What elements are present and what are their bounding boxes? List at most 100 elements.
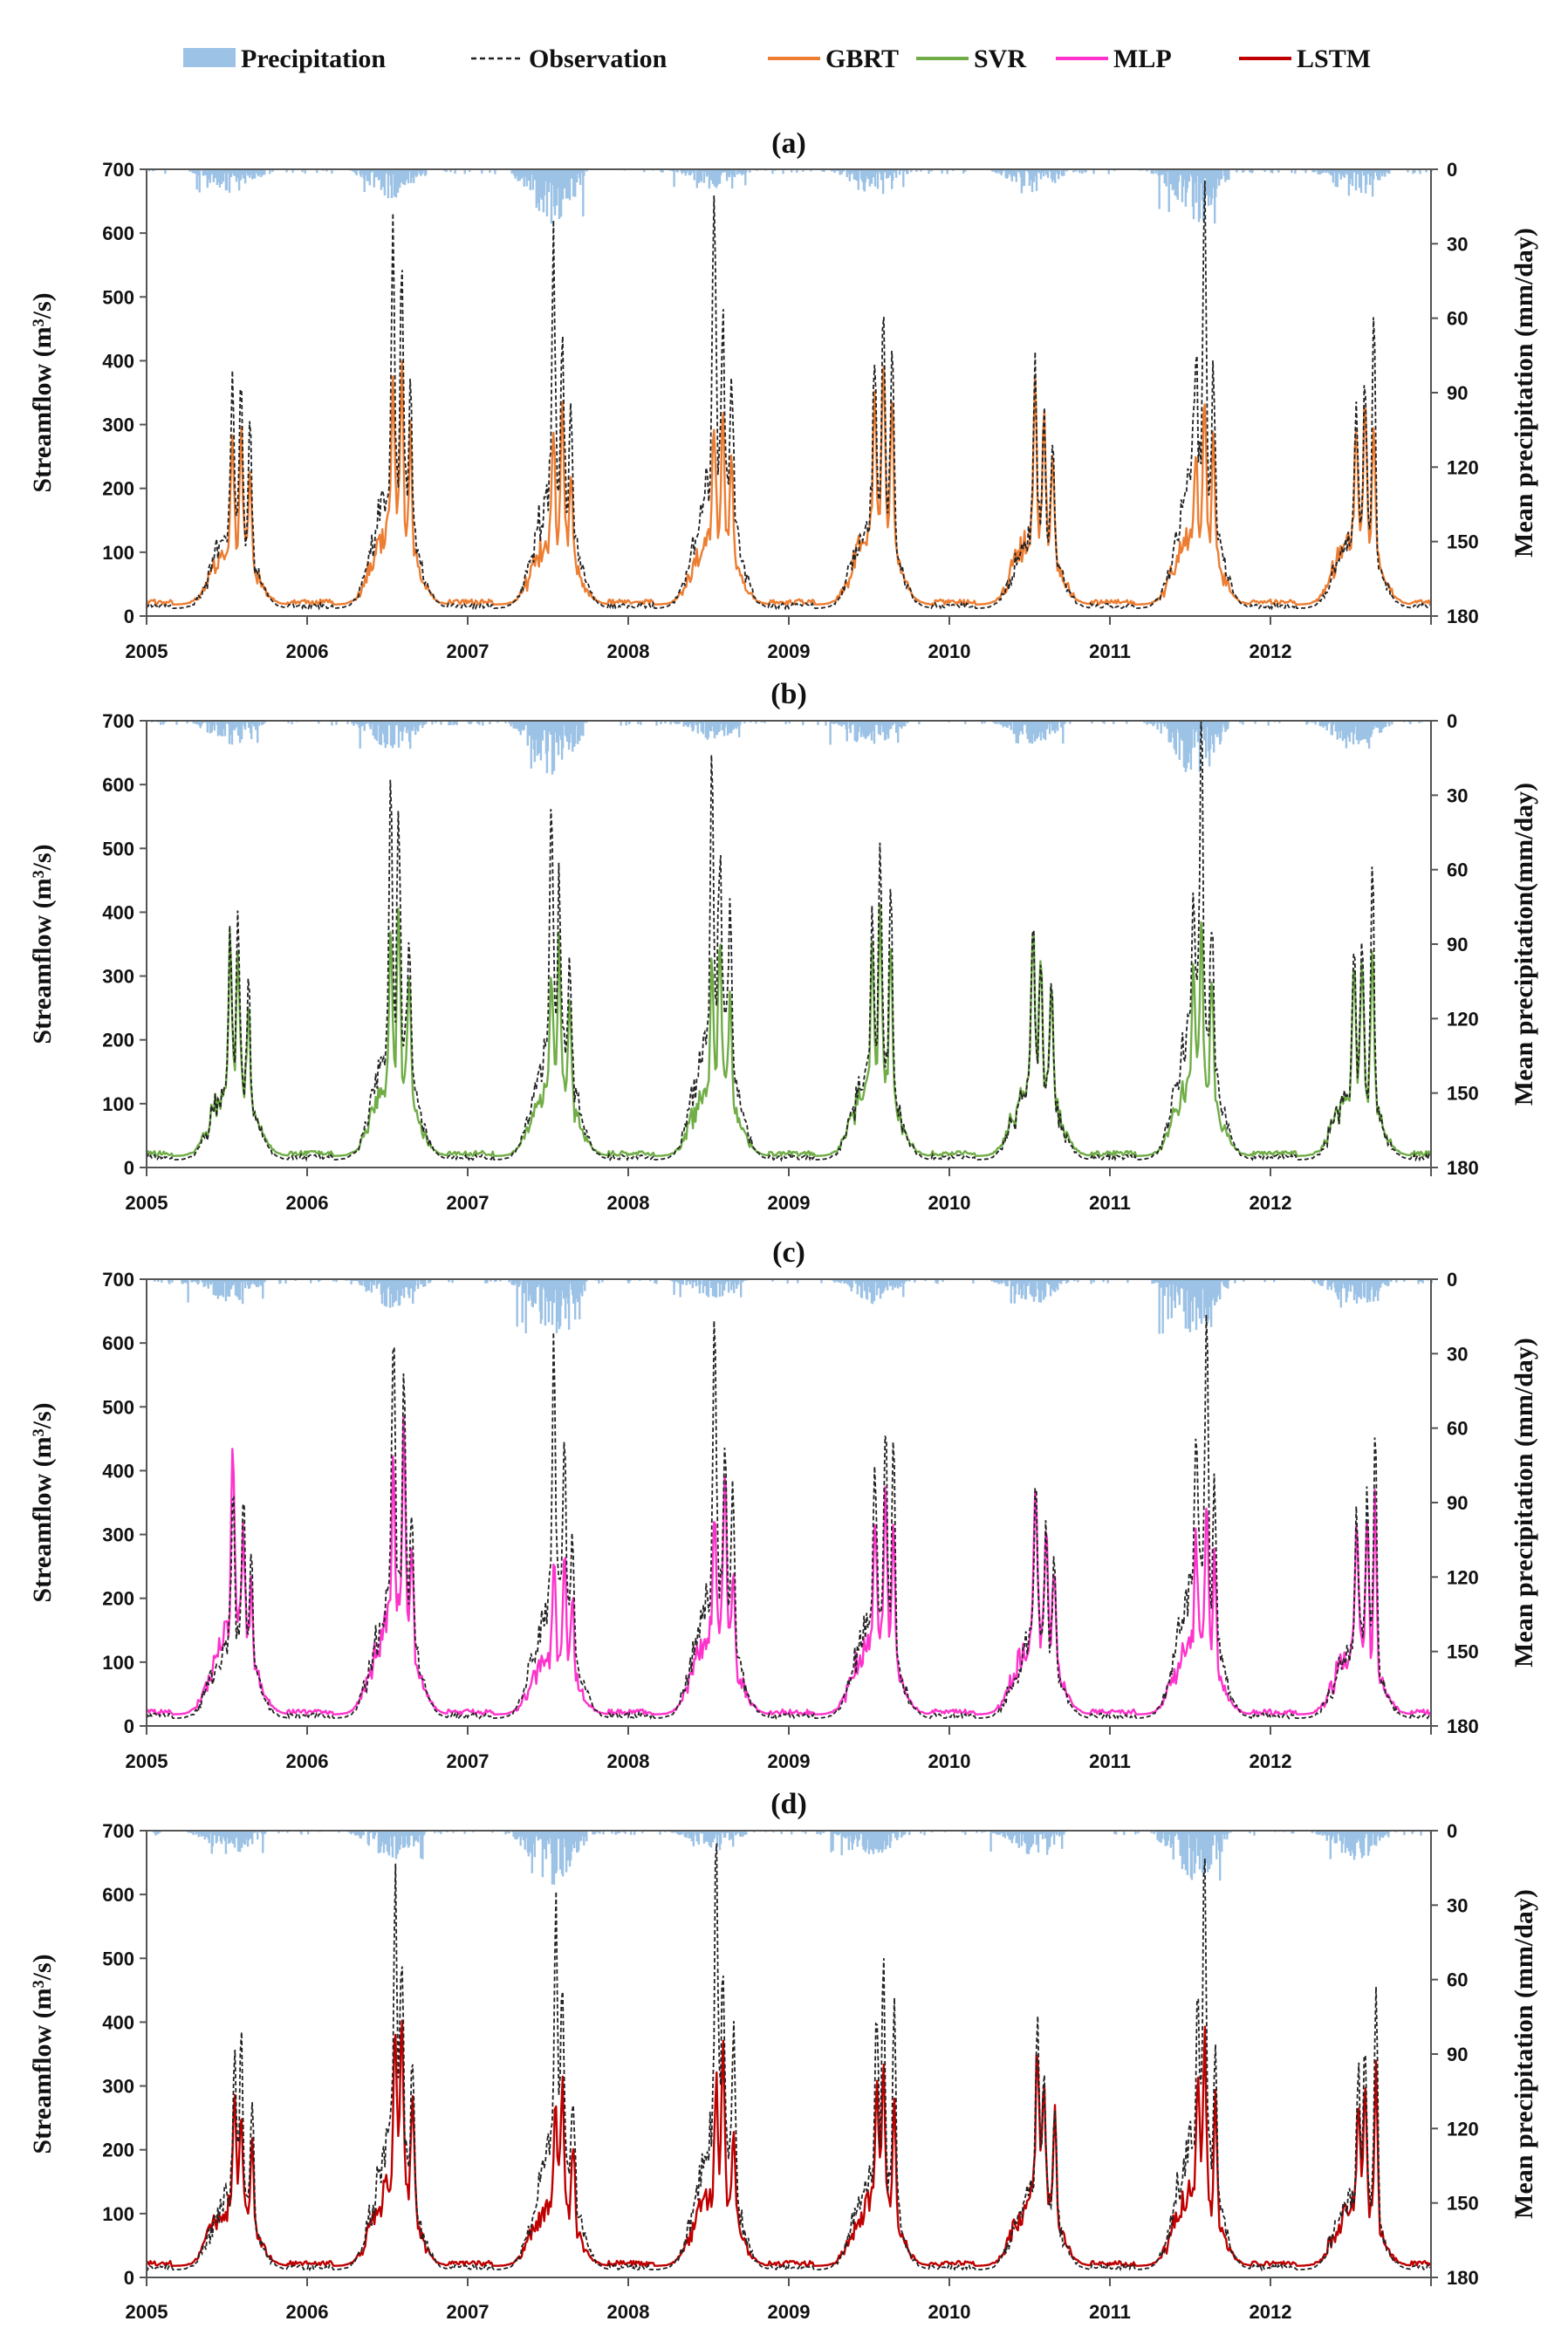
precipitation-bar [1278, 721, 1281, 723]
y2-tick-label: 30 [1447, 233, 1468, 255]
precipitation-bar [381, 1279, 385, 1293]
precipitation-bar [707, 721, 710, 738]
precipitation-bar [1361, 721, 1365, 739]
precipitation-bar [559, 1279, 563, 1306]
precipitation-bar [740, 1279, 743, 1298]
precipitation-bar [1390, 1279, 1393, 1283]
precipitation-bar [731, 169, 734, 188]
precipitation-bar [1154, 721, 1156, 724]
precipitation-bar [171, 1279, 174, 1283]
precipitation-bar [1191, 1279, 1195, 1322]
y-tick-label: 200 [102, 2140, 134, 2161]
precipitation-bar [1322, 169, 1325, 173]
x-tick-label: 2006 [286, 1750, 329, 1772]
precipitation-bar [1032, 1279, 1036, 1302]
precipitation-bar [385, 1279, 388, 1307]
precipitation-bar [1026, 1279, 1030, 1286]
precipitation-bar [574, 169, 577, 197]
precipitation-bar [1198, 721, 1202, 772]
precipitation-bar [262, 1831, 264, 1853]
x-tick-label: 2011 [1089, 1750, 1131, 1772]
precipitation-bar [202, 169, 205, 176]
precipitation-bar [1072, 169, 1075, 173]
precipitation-bar [534, 1279, 537, 1305]
precipitation-bar [536, 721, 538, 757]
precipitation-bar [506, 1831, 509, 1833]
precipitation-bar [729, 1831, 732, 1839]
precipitation-bar [1017, 1831, 1020, 1848]
precipitation-bar [1164, 1831, 1167, 1846]
y-tick-label: 200 [102, 478, 134, 500]
precipitation-bar [1353, 1279, 1357, 1295]
precipitation-bar [1170, 721, 1173, 733]
precipitation-bar [513, 1279, 516, 1285]
precipitation-bar [574, 721, 577, 744]
precipitation-bar [1170, 1279, 1173, 1318]
precipitation-bar [880, 169, 883, 181]
precipitation-bar [1048, 721, 1051, 735]
precipitation-bar [619, 1831, 621, 1833]
precipitation-bar [285, 169, 288, 173]
precipitation-bar [858, 721, 860, 728]
precipitation-bar [872, 169, 875, 178]
precipitation-bar [1137, 1831, 1140, 1834]
precipitation-bar [836, 721, 839, 724]
precipitation-bar [693, 169, 695, 181]
precipitation-bar [1360, 1831, 1364, 1859]
precipitation-bar [881, 1831, 885, 1850]
precipitation-bar [264, 1279, 266, 1283]
panel-label: (a) [771, 127, 806, 160]
precipitation-bar [1158, 1831, 1161, 1842]
precipitation-bar [897, 721, 900, 743]
x-tick-label: 2008 [607, 1192, 650, 1214]
precipitation-bar [870, 169, 873, 184]
precipitation-bar [907, 169, 909, 175]
precipitation-bar [649, 1279, 652, 1282]
precipitation-bar [1156, 721, 1159, 730]
x-tick-label: 2005 [126, 1192, 168, 1214]
precipitation-bar [996, 1279, 998, 1284]
precipitation-bar [1380, 1279, 1382, 1288]
precipitation-bar [1344, 1831, 1347, 1853]
precipitation-bar [994, 721, 996, 724]
precipitation-bar [678, 1831, 681, 1835]
precipitation-bar [715, 1279, 718, 1298]
precipitation-bar [1061, 1831, 1064, 1849]
precipitation-bar [1158, 169, 1161, 209]
precipitation-bar [1209, 1831, 1213, 1865]
precipitation-bar [898, 1279, 900, 1286]
observation-series [146, 180, 1431, 612]
precipitation-bar [570, 721, 572, 735]
precipitation-bar [630, 1831, 633, 1835]
precipitation-bar [269, 169, 271, 175]
precipitation-bar [624, 1831, 627, 1834]
precipitation-bar [836, 1831, 839, 1836]
precipitation-bar [889, 721, 893, 729]
y2-tick-label: 150 [1447, 1083, 1479, 1105]
y2-tick-label: 180 [1447, 1157, 1479, 1179]
precipitation-bar [1063, 169, 1065, 176]
precipitation-bar [674, 721, 677, 724]
precipitation-bar [1182, 1831, 1186, 1865]
y-tick-label: 400 [102, 2011, 134, 2033]
y-tick-label: 200 [102, 1030, 134, 1051]
precipitation-bar [833, 169, 836, 174]
precipitation-bar [565, 169, 568, 199]
precipitation-bar [868, 1279, 872, 1293]
precipitation-bar [1003, 721, 1006, 727]
precipitation-bar [1039, 1279, 1043, 1303]
precipitation-bar [1411, 1831, 1414, 1834]
model-series-gbrt [145, 360, 1432, 606]
precipitation-bar [396, 169, 400, 193]
legend-label-gbrt: GBRT [825, 45, 899, 73]
precipitation-bar [964, 721, 967, 724]
y-tick-label: 400 [102, 901, 134, 923]
precipitation-bar [403, 1831, 407, 1847]
precipitation-bar [398, 1279, 401, 1305]
precipitation-bar [689, 169, 692, 175]
precipitation-bar [736, 721, 738, 729]
precipitation-bar [643, 169, 646, 173]
precipitation-bar [291, 169, 294, 173]
precipitation-bar [928, 169, 930, 175]
model-series-lstm [145, 2019, 1432, 2268]
